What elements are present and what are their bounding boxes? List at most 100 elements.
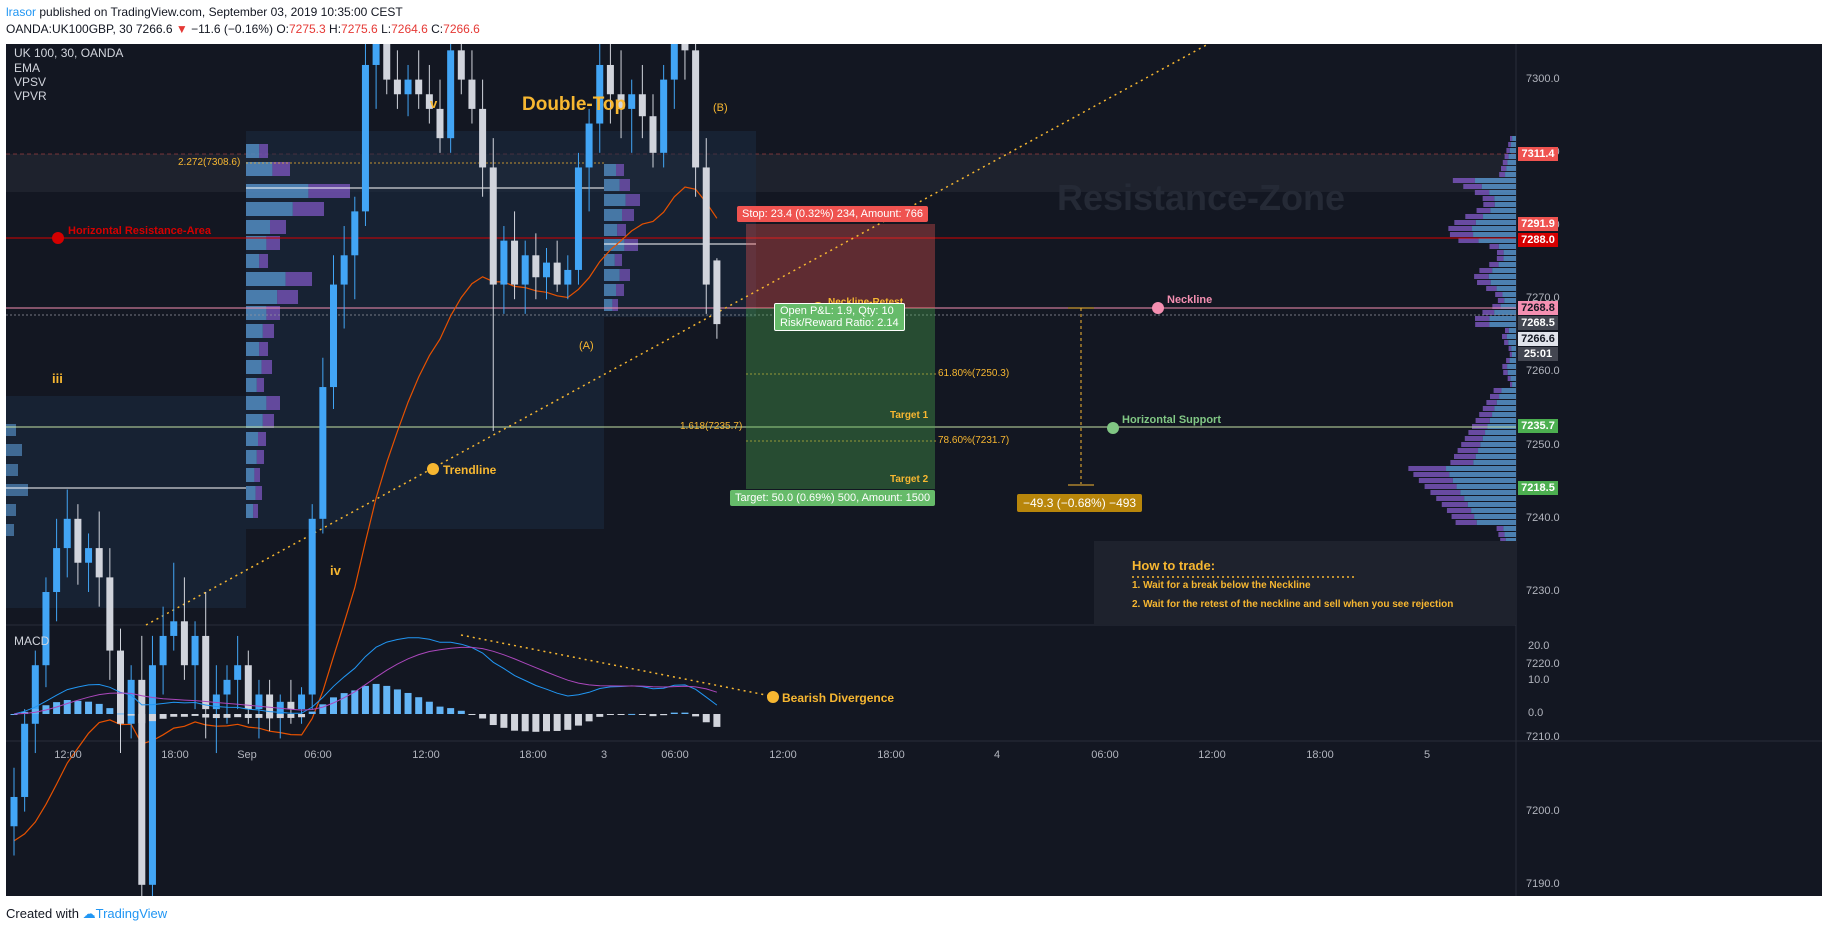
candle-body[interactable] <box>393 79 401 95</box>
candle-body[interactable] <box>468 79 476 109</box>
candle-body[interactable] <box>53 548 61 593</box>
target-zone[interactable] <box>746 308 935 489</box>
open-pnl-box[interactable]: Open P&L: 1.9, Qty: 10 Risk/Reward Ratio… <box>774 303 905 331</box>
candle-body[interactable] <box>500 240 508 285</box>
neckline-dot[interactable] <box>1152 302 1164 314</box>
candle-body[interactable] <box>117 650 124 724</box>
candle-body[interactable] <box>202 635 210 710</box>
target-box[interactable]: Target: 50.0 (0.69%) 500, Amount: 1500 <box>730 490 936 506</box>
candle-body[interactable] <box>74 518 82 563</box>
candle-body[interactable] <box>628 94 636 109</box>
candle-body[interactable] <box>638 94 646 117</box>
candle-body[interactable] <box>244 665 252 710</box>
candle-body[interactable] <box>351 211 359 256</box>
candle-body[interactable] <box>330 284 337 388</box>
candle-body[interactable] <box>127 679 135 724</box>
candle-body[interactable] <box>361 64 369 212</box>
candles-group[interactable] <box>10 44 721 896</box>
candle-body[interactable] <box>553 262 561 285</box>
candle-body[interactable] <box>298 694 306 710</box>
candle-body[interactable] <box>170 621 178 636</box>
candle-body[interactable] <box>479 108 487 168</box>
candle-body[interactable] <box>212 694 220 710</box>
candle-body[interactable] <box>532 255 540 278</box>
indicator-vpsv[interactable]: VPSV <box>14 75 47 89</box>
candle-body[interactable] <box>489 167 497 285</box>
candle-body[interactable] <box>511 240 519 285</box>
trendline[interactable] <box>145 44 1221 626</box>
candle-body[interactable] <box>425 94 433 109</box>
candle-body[interactable] <box>31 665 39 724</box>
candle-body[interactable] <box>10 796 18 827</box>
price-chart-svg[interactable]: Resistance-Zone <box>6 44 1822 896</box>
tradingview-logo-icon[interactable]: ☁ <box>82 906 96 921</box>
candle-body[interactable] <box>713 260 721 325</box>
candle-body[interactable] <box>617 94 625 109</box>
candle-body[interactable] <box>692 50 700 168</box>
vpvr-bar-sell <box>1506 148 1510 153</box>
candle-body[interactable] <box>319 387 327 519</box>
candle-body[interactable] <box>574 167 582 270</box>
candle-body[interactable] <box>660 79 668 153</box>
candle-body[interactable] <box>564 269 572 285</box>
candle-body[interactable] <box>340 255 348 285</box>
candle-body[interactable] <box>85 548 93 563</box>
candle-body[interactable] <box>372 44 380 65</box>
candle-body[interactable] <box>670 44 678 80</box>
candle-body[interactable] <box>457 50 465 80</box>
candle-body[interactable] <box>436 108 444 139</box>
candle-body[interactable] <box>543 262 550 278</box>
chart-title[interactable]: UK 100, 30, OANDA <box>14 46 124 60</box>
tradingview-brand[interactable]: TradingView <box>95 906 168 921</box>
indicator-vpvr[interactable]: VPVR <box>14 89 47 103</box>
stop-zone[interactable] <box>746 224 935 308</box>
trendline-dot[interactable] <box>427 463 439 475</box>
candle-body[interactable] <box>180 621 188 666</box>
candle-body[interactable] <box>42 592 50 666</box>
measure-box[interactable]: −49.3 (−0.68%) −493 <box>1017 494 1143 512</box>
candle-body[interactable] <box>702 167 710 285</box>
stop-box[interactable]: Stop: 23.4 (0.32%) 234, Amount: 766 <box>737 206 929 222</box>
divergence-line[interactable] <box>460 634 772 697</box>
candle-body[interactable] <box>596 64 604 124</box>
chart-area[interactable]: Resistance-Zone <box>6 44 1822 896</box>
candle-body[interactable] <box>649 116 657 153</box>
divergence-dot[interactable] <box>767 691 779 703</box>
candle-body[interactable] <box>383 44 391 80</box>
candle-body[interactable] <box>447 50 455 139</box>
candle-body[interactable] <box>521 255 529 285</box>
resistance-dot[interactable] <box>52 232 64 244</box>
candle-body[interactable] <box>63 518 71 549</box>
vp-bar-sell <box>277 290 298 304</box>
macd-signal-line[interactable] <box>13 646 718 715</box>
candle-body[interactable] <box>606 64 614 95</box>
candle-body[interactable] <box>255 694 263 710</box>
candle-body[interactable] <box>223 679 231 695</box>
candle-body[interactable] <box>276 701 284 717</box>
macd-group[interactable] <box>10 637 721 732</box>
author-link[interactable]: lrasor <box>6 5 37 19</box>
candle-body[interactable] <box>585 123 593 168</box>
macd-histogram-bar <box>521 714 529 732</box>
indicator-ema[interactable]: EMA <box>14 61 41 75</box>
candle-body[interactable] <box>138 679 146 885</box>
macd-line[interactable] <box>13 637 718 715</box>
candle-body[interactable] <box>234 665 242 680</box>
candle-body[interactable] <box>95 548 103 578</box>
indicator-macd[interactable]: MACD <box>14 634 50 648</box>
candle-body[interactable] <box>191 635 199 666</box>
candle-body[interactable] <box>308 518 316 695</box>
candle-body[interactable] <box>106 577 114 651</box>
how-to-trade-box[interactable] <box>1094 541 1516 625</box>
candle-body[interactable] <box>404 79 412 95</box>
vpvr-bar <box>1508 154 1516 159</box>
candle-body[interactable] <box>21 723 29 797</box>
vpvr-bar-sell <box>1489 244 1499 249</box>
support-dot[interactable] <box>1107 422 1119 434</box>
candle-body[interactable] <box>681 44 689 51</box>
candle-body[interactable] <box>266 694 274 717</box>
candle-body[interactable] <box>415 79 423 95</box>
candle-body[interactable] <box>148 665 156 885</box>
candle-body[interactable] <box>287 701 295 710</box>
candle-body[interactable] <box>159 635 167 666</box>
